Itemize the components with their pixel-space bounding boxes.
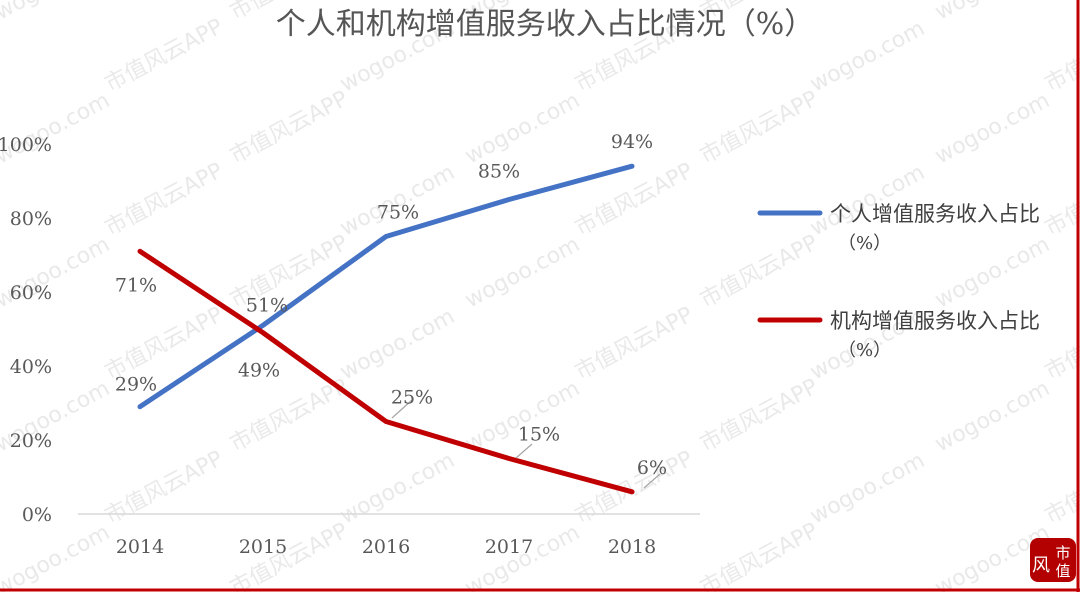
- series-line-1: [137, 163, 635, 410]
- brand-stamp-icon: 风 市 值: [1030, 538, 1076, 582]
- y-tick-label: 100%: [0, 134, 52, 156]
- watermark-text: 市值风云APP: [101, 158, 227, 241]
- series-layer: [137, 163, 635, 495]
- watermark-text: 市值风云APP: [1041, 302, 1080, 385]
- watermark-text: wogoo.com: [806, 160, 929, 241]
- series-line-2: [137, 248, 635, 495]
- x-tick-label: 2018: [608, 536, 656, 558]
- data-label-series-2: 49%: [238, 360, 280, 382]
- data-label-series-1: 94%: [611, 131, 653, 153]
- watermark-text: wogoo.com: [0, 88, 114, 169]
- chart-title: 个人和机构增值服务收入占比情况（%）: [276, 7, 815, 42]
- watermark-text: wogoo.com: [806, 16, 929, 97]
- x-tick-label: 2017: [485, 536, 533, 558]
- watermark-text: 市值风云APP: [571, 302, 697, 385]
- data-label-series-1: 29%: [115, 374, 157, 396]
- watermark-text: 市值风云APP: [101, 446, 227, 529]
- watermark-text: wogoo.com: [931, 0, 1054, 25]
- watermark-text: wogoo.com: [0, 0, 114, 25]
- x-axis-ticks: 2014 2015 2016 2017 2018: [116, 536, 656, 558]
- legend-label-series-2: 机构增值服务收入占比: [830, 309, 1040, 333]
- y-tick-label: 40%: [10, 356, 52, 378]
- svg-text:市: 市: [1055, 544, 1070, 562]
- watermark-text: 市值风云APP: [571, 158, 697, 241]
- watermark-text: wogoo.com: [931, 232, 1054, 313]
- watermark-text: 市值风云APP: [696, 518, 822, 592]
- watermark-text: 市值风云APP: [1041, 446, 1080, 529]
- data-label-series-1: 85%: [478, 161, 520, 183]
- legend-label-series-1-unit: （%）: [838, 233, 891, 254]
- watermark-text: wogoo.com: [461, 232, 584, 313]
- data-label-series-2: 15%: [518, 424, 560, 446]
- legend-label-series-1: 个人增值服务收入占比: [830, 202, 1040, 226]
- y-tick-label: 60%: [10, 282, 52, 304]
- watermark-text: wogoo.com: [931, 88, 1054, 169]
- data-labels: 29% 51% 75% 85% 94% 71% 49% 25% 15% 6%: [115, 131, 667, 489]
- watermark-text: 市值风云APP: [226, 374, 352, 457]
- watermark-text: 市值风云APP: [696, 86, 822, 169]
- legend: 个人增值服务收入占比 （%） 机构增值服务收入占比 （%）: [757, 202, 1040, 361]
- data-label-series-2: 6%: [637, 457, 667, 479]
- watermark-text: wogoo.com: [336, 448, 459, 529]
- watermark-text: wogoo.com: [336, 304, 459, 385]
- legend-label-series-2-unit: （%）: [838, 340, 891, 361]
- watermark-text: wogoo.com: [806, 448, 929, 529]
- watermark-text: wogoo.com: [461, 88, 584, 169]
- data-label-series-1: 51%: [246, 294, 288, 316]
- watermark-text: 市值风云APP: [101, 14, 227, 97]
- watermark-text: 市值风云APP: [696, 374, 822, 457]
- watermark-text: wogoo.com: [0, 520, 114, 592]
- y-tick-label: 20%: [10, 430, 52, 452]
- svg-text:值: 值: [1055, 562, 1070, 580]
- watermark-text: 市值风云APP: [226, 86, 352, 169]
- data-label-series-2: 25%: [391, 387, 433, 409]
- watermark-text: 市值风云APP: [1041, 158, 1080, 241]
- data-label-leader: [643, 473, 661, 489]
- watermark-text: 市值风云APP: [571, 446, 697, 529]
- x-tick-label: 2016: [362, 536, 410, 558]
- data-label-leader: [515, 443, 533, 459]
- x-tick-label: 2014: [116, 536, 164, 558]
- y-tick-label: 0%: [22, 504, 52, 526]
- y-axis-ticks: 0% 20% 40% 60% 80% 100%: [0, 134, 52, 526]
- watermark-text: 市值风云APP: [696, 230, 822, 313]
- watermark-text: wogoo.com: [931, 376, 1054, 457]
- svg-text:风: 风: [1032, 555, 1050, 576]
- x-tick-label: 2015: [239, 536, 287, 558]
- data-label-leader: [391, 399, 413, 419]
- data-label-series-2: 71%: [115, 274, 157, 296]
- data-label-series-1: 75%: [377, 202, 419, 224]
- watermark-text: 市值风云APP: [1041, 14, 1080, 97]
- y-tick-label: 80%: [10, 208, 52, 230]
